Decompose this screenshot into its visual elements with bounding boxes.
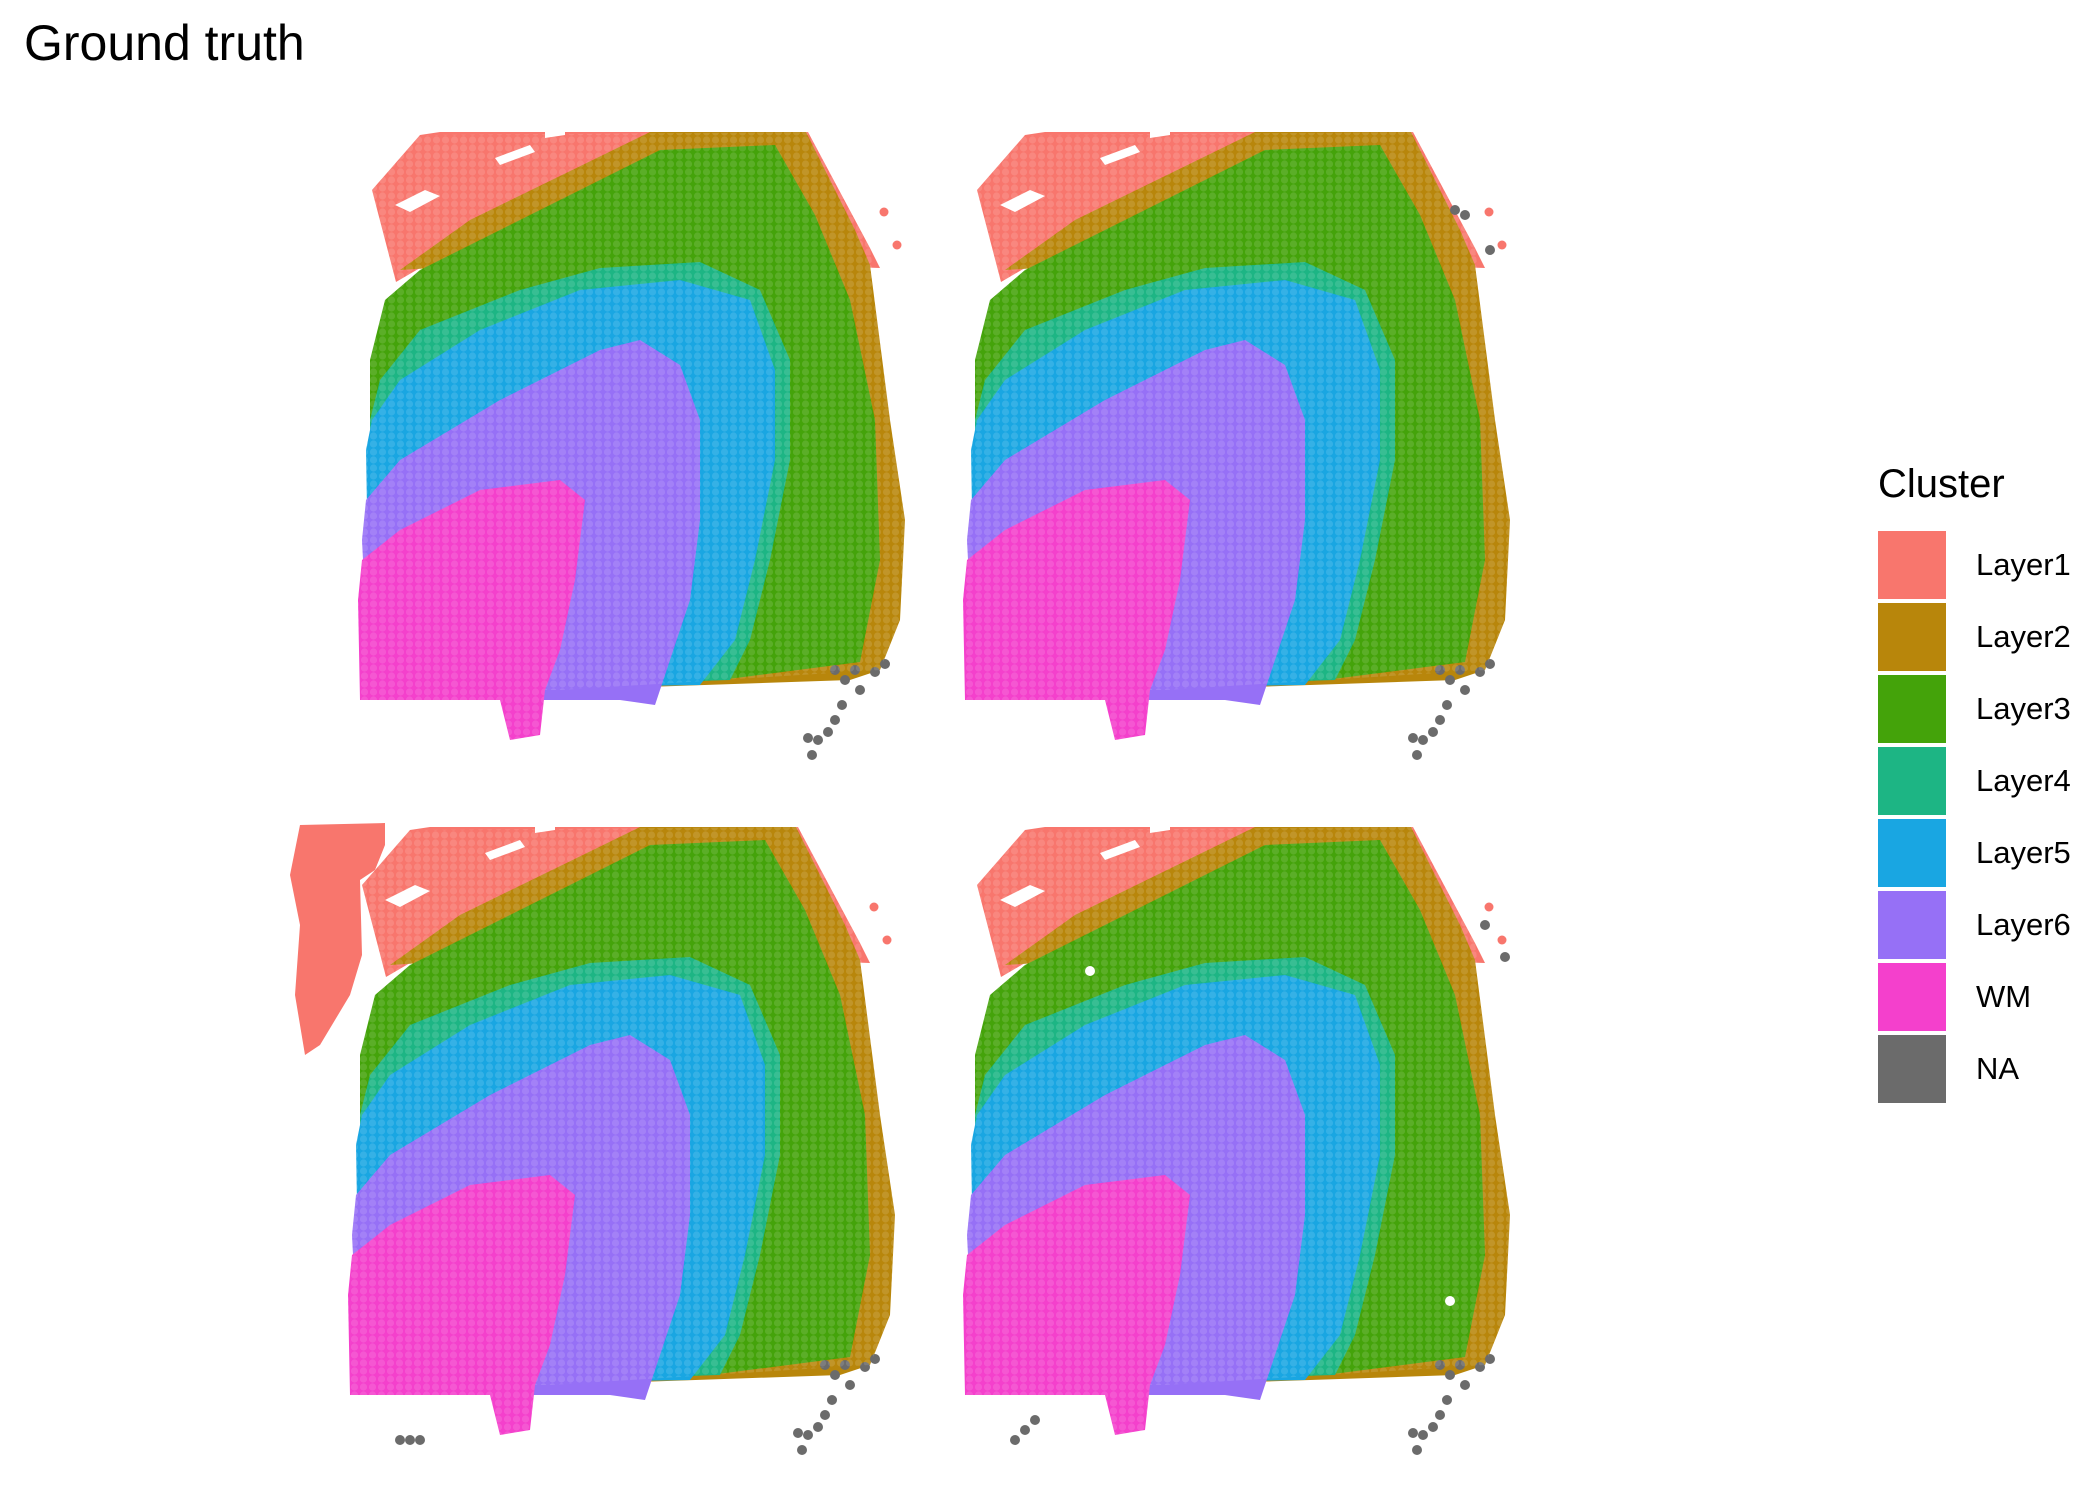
legend-key-swatch (1878, 819, 1946, 887)
panel-3 (290, 823, 895, 1455)
legend-label: Layer6 (1976, 907, 2071, 942)
legend-label: Layer2 (1976, 619, 2071, 654)
legend-key-swatch (1878, 531, 1946, 599)
legend-item-layer3: Layer3 (1878, 673, 2088, 745)
legend-label: Layer3 (1976, 691, 2071, 726)
legend: Cluster Layer1 Layer2 Layer3 Layer4 Layer5 La… (1878, 462, 2088, 1105)
legend-label: NA (1976, 1051, 2020, 1086)
chart-title: Ground truth (24, 15, 305, 71)
legend-key-swatch (1878, 963, 1946, 1031)
panel-2 (963, 128, 1510, 760)
legend-key-swatch (1878, 1035, 1946, 1103)
legend-label: Layer1 (1976, 547, 2071, 582)
legend-label: Layer5 (1976, 835, 2071, 870)
legend-key-swatch (1878, 891, 1946, 959)
panel-4 (963, 823, 1510, 1455)
legend-item-layer4: Layer4 (1878, 745, 2088, 817)
legend-label: WM (1976, 979, 2032, 1014)
legend-label: Layer4 (1976, 763, 2071, 798)
legend-item-wm: WM (1878, 961, 2088, 1033)
region-layer1-extension (290, 823, 385, 1055)
legend-item-layer6: Layer6 (1878, 889, 2088, 961)
panel-1 (358, 128, 905, 760)
legend-key-swatch (1878, 747, 1946, 815)
legend-title: Cluster (1878, 462, 2005, 506)
legend-item-na: NA (1878, 1033, 2088, 1105)
legend-item-layer2: Layer2 (1878, 601, 2088, 673)
legend-key-swatch (1878, 603, 1946, 671)
legend-item-layer1: Layer1 (1878, 529, 2088, 601)
legend-item-layer5: Layer5 (1878, 817, 2088, 889)
legend-key-swatch (1878, 675, 1946, 743)
